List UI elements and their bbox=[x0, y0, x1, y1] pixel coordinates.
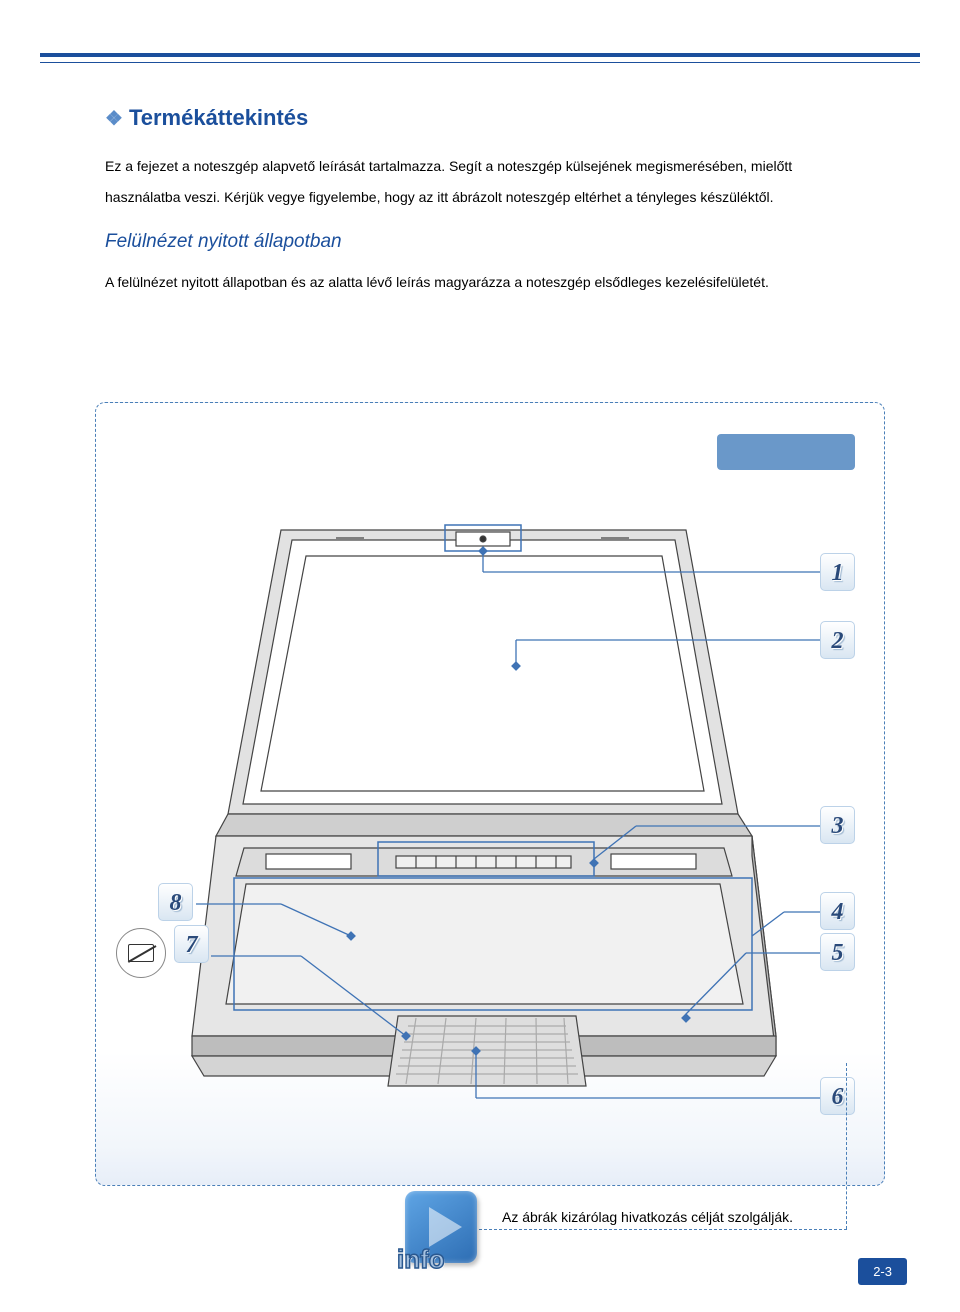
subsection-paragraph: A felülnézet nyitott állapotban és az al… bbox=[105, 267, 865, 298]
content-area: ❖ Termékáttekintés Ez a fejezet a noteszg… bbox=[105, 105, 865, 315]
page-number: 2-3 bbox=[858, 1258, 907, 1285]
callout-4: 4 bbox=[820, 892, 855, 930]
callout-5: 5 bbox=[820, 933, 855, 971]
diagram-container: 1 2 3 4 5 6 8 7 bbox=[95, 402, 885, 1186]
callout-3: 3 bbox=[820, 806, 855, 844]
subsection-title: Felülnézet nyitott állapotban bbox=[105, 231, 865, 253]
info-caption: Az ábrák kizárólag hivatkozás célját szo… bbox=[502, 1209, 793, 1225]
callout-8: 8 bbox=[158, 883, 193, 921]
intro-paragraph: Ez a fejezet a noteszgép alapvető leírás… bbox=[105, 151, 865, 213]
touchpad-disable-icon bbox=[116, 928, 166, 978]
callout-1: 1 bbox=[820, 553, 855, 591]
info-icon: info bbox=[395, 1185, 487, 1277]
callout-2: 2 bbox=[820, 621, 855, 659]
section-title: ❖ Termékáttekintés bbox=[105, 105, 865, 131]
bullet-icon: ❖ bbox=[105, 108, 123, 130]
section-title-text: Termékáttekintés bbox=[129, 105, 308, 130]
info-label: info bbox=[397, 1244, 445, 1275]
laptop-illustration bbox=[116, 516, 866, 1156]
callout-7: 7 bbox=[174, 925, 209, 963]
header-rule bbox=[40, 53, 920, 63]
callout-6: 6 bbox=[820, 1077, 855, 1115]
dash-vertical bbox=[846, 1063, 847, 1229]
accent-tab bbox=[717, 434, 855, 470]
